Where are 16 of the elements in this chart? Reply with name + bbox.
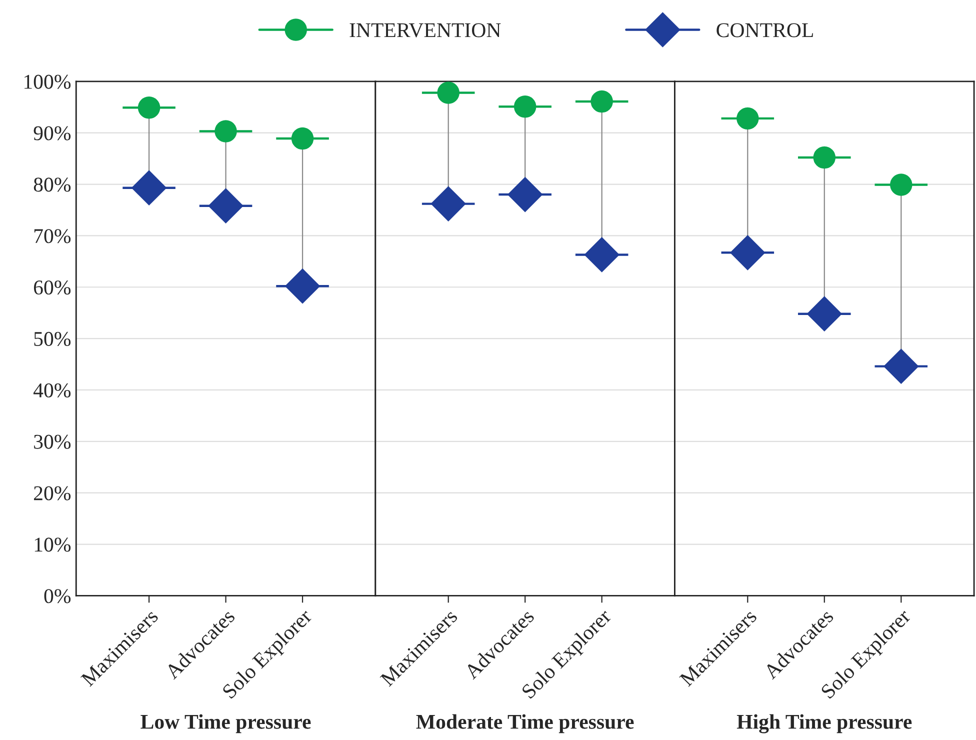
y-tick-label: 90% [34,126,71,140]
y-tick-label: 40% [33,383,71,398]
y-tick-label: 80% [34,178,71,192]
y-tick-label: 70% [34,229,71,244]
y-tick-label: 50% [34,332,71,346]
y-tick-label: 100% [24,74,71,89]
legend-label: CONTROL [716,23,813,38]
y-tick-label: 60% [34,280,71,295]
y-tick-label: 30% [34,434,71,449]
y-tick-label: 10% [34,538,71,552]
y-tick-label: 20% [34,486,71,500]
legend-label: INTERVENTION [350,23,501,38]
x-axis-title: Low Time pressure [140,714,311,734]
x-axis-title: Moderate Time pressure [416,714,634,734]
x-axis-title: High Time pressure [736,714,912,734]
y-tick-label: 0% [44,589,71,604]
